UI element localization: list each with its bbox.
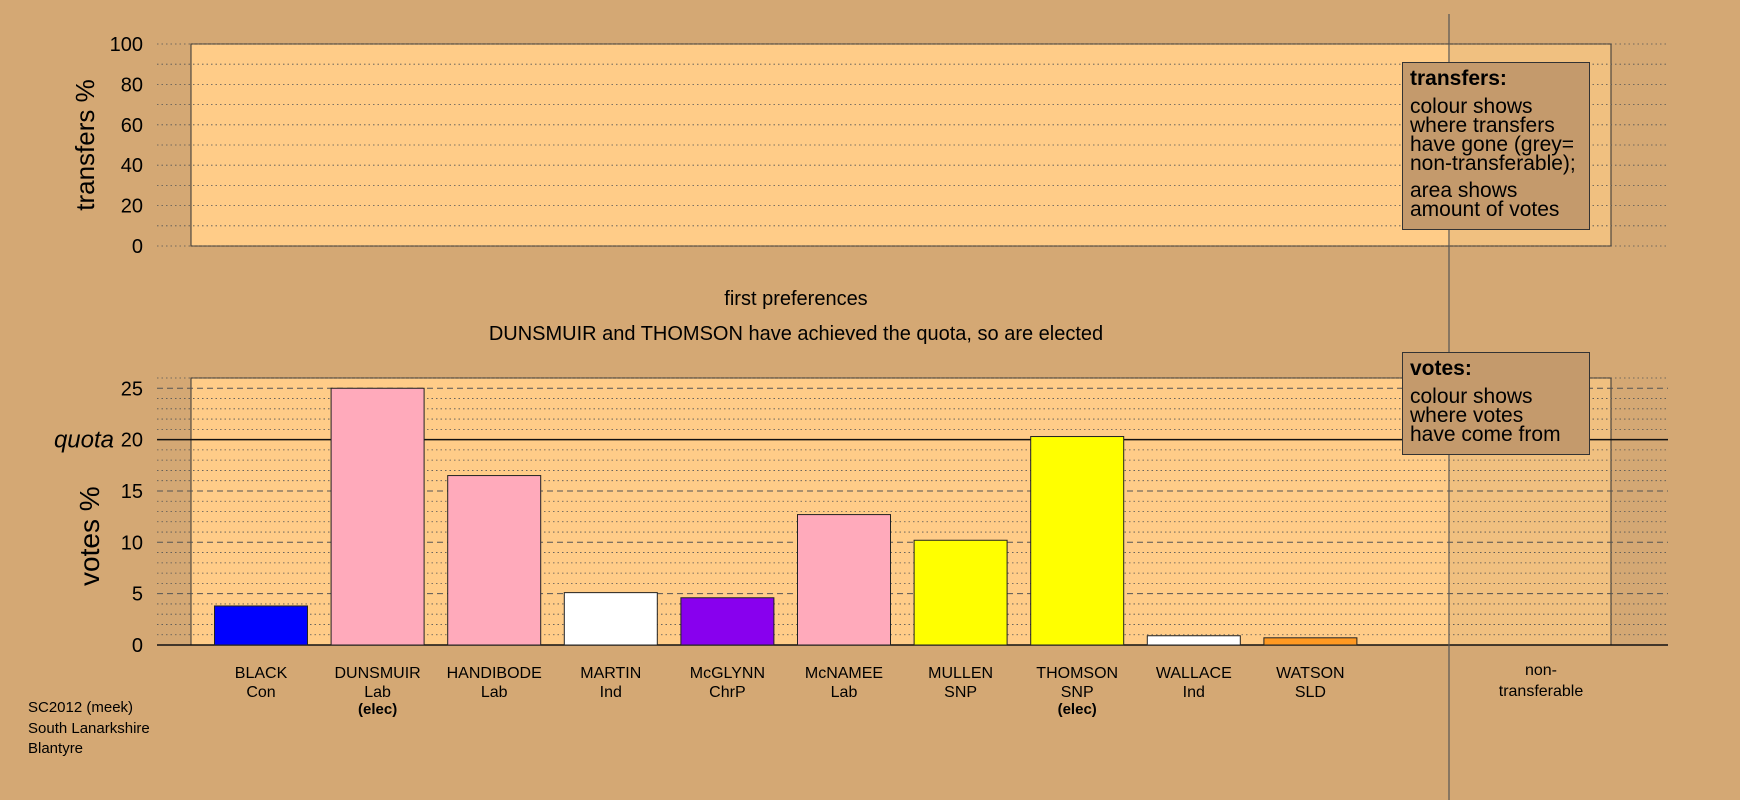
transfers-legend-line: area shows <box>1410 179 1518 202</box>
quota-label: quota <box>54 427 114 454</box>
transfers-legend-text: colour shows where transfers have gone (… <box>1410 95 1582 175</box>
transfers-y-tick: 60 <box>121 115 143 137</box>
votes-legend-title: votes: <box>1410 357 1472 380</box>
candidate-party: SNP <box>944 684 977 701</box>
transfers-y-tick: 20 <box>121 196 143 218</box>
bar-mcnamee <box>797 514 891 646</box>
candidate-party: SNP <box>1061 684 1094 701</box>
votes-legend-box: votes: colour shows where votes have com… <box>1402 352 1590 455</box>
candidate-party: Lab <box>831 684 858 701</box>
transfers-y-tick: 100 <box>110 34 143 56</box>
bar-mcglynn <box>680 597 775 646</box>
footer-line: South Lanarkshire <box>28 719 150 737</box>
bar-dunsmuir <box>330 387 425 646</box>
votes-y-tick: 10 <box>121 532 143 554</box>
votes-legend-line: where votes <box>1410 404 1524 427</box>
non-transferable-label: non- <box>1525 662 1557 679</box>
bar-martin <box>563 592 658 646</box>
candidate-name: WALLACE <box>1156 665 1232 682</box>
candidate-name: McGLYNN <box>690 665 765 682</box>
votes-panel: 0 5 10 15 20 25 quota votes % <box>54 377 1668 657</box>
bar-thomson <box>1030 436 1125 646</box>
transfers-y-tick: 80 <box>121 74 143 96</box>
votes-legend-line: have come from <box>1410 423 1561 446</box>
footer-line: SC2012 (meek) <box>28 699 134 716</box>
votes-legend-line: colour shows <box>1410 385 1533 408</box>
transfers-legend-line: colour shows <box>1410 95 1533 118</box>
votes-y-tick: 0 <box>132 635 143 657</box>
votes-y-tick: 25 <box>121 378 143 400</box>
candidate-party: SLD <box>1295 684 1326 701</box>
transfers-legend-box: transfers: colour shows where transfers … <box>1402 62 1590 230</box>
transfers-legend-line: have gone (grey= <box>1410 133 1575 156</box>
transfers-legend-text-2: area shows amount of votes <box>1410 179 1582 221</box>
candidate-name: MULLEN <box>928 665 993 682</box>
candidate-name: DUNSMUIR <box>334 665 420 682</box>
votes-y-tick: 5 <box>132 584 143 606</box>
candidate-party: Lab <box>364 684 391 701</box>
transfers-legend-line: amount of votes <box>1410 198 1560 221</box>
stage-message: DUNSMUIR and THOMSON have achieved the q… <box>489 323 1103 345</box>
transfers-y-tick: 0 <box>132 236 143 258</box>
transfers-panel: 0 20 40 60 80 100 transfers % <box>70 34 1668 258</box>
transfers-legend-line: non-transferable); <box>1410 152 1576 175</box>
votes-y-axis-label: votes % <box>74 486 105 586</box>
transfers-legend-title: transfers: <box>1410 67 1507 90</box>
candidate-name: MARTIN <box>580 665 641 682</box>
stage-title: first preferences <box>724 288 867 310</box>
candidate-name: HANDIBODE <box>447 665 542 682</box>
bar-watson <box>1263 637 1358 646</box>
candidate-party: Con <box>246 684 275 701</box>
candidate-party: Ind <box>1183 684 1205 701</box>
bar-handibode <box>447 475 542 646</box>
elected-marker: (elec) <box>1058 701 1097 718</box>
candidate-name: McNAMEE <box>805 665 883 682</box>
elected-marker: (elec) <box>358 701 397 718</box>
transfers-legend-line: where transfers <box>1410 114 1555 137</box>
candidate-name: WATSON <box>1276 665 1344 682</box>
bar-wallace <box>1146 635 1241 646</box>
candidate-name: THOMSON <box>1036 665 1118 682</box>
candidate-party: Ind <box>600 684 622 701</box>
transfers-y-tick: 40 <box>121 155 143 177</box>
footer: SC2012 (meek) South Lanarkshire Blantyre <box>28 698 150 760</box>
transfers-y-axis-label: transfers % <box>70 79 100 211</box>
bar-mullen <box>913 539 1008 646</box>
footer-line: Blantyre <box>28 740 84 757</box>
candidate-party: ChrP <box>709 684 745 701</box>
votes-y-tick: 20 <box>121 430 143 452</box>
votes-y-tick: 15 <box>121 481 143 503</box>
candidate-party: Lab <box>481 684 508 701</box>
non-transferable-label: transferable <box>1499 683 1584 700</box>
candidate-name: BLACK <box>235 665 288 682</box>
bar-black <box>214 605 308 646</box>
